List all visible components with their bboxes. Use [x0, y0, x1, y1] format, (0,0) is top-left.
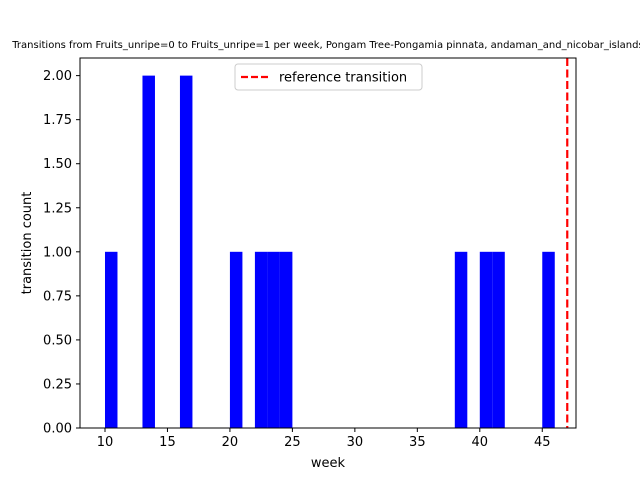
x-axis-label: week: [311, 456, 346, 471]
y-tick-label: 1.75: [43, 113, 72, 128]
y-tick-label: 1.25: [43, 201, 72, 216]
legend-box: [234, 63, 423, 91]
y-axis-ticks: 0.00 0.25 0.50 0.75 1.00 1.25 1.50 1.75 2.00: [43, 69, 80, 437]
x-tick-label: 10: [97, 435, 114, 450]
histogram-bar: [254, 251, 268, 428]
histogram-bar: [479, 251, 493, 428]
y-axis-label: transition count: [20, 192, 35, 295]
histogram-bar: [229, 251, 243, 428]
x-tick-label: 25: [284, 435, 301, 450]
histogram-bar: [454, 251, 468, 428]
y-tick-label: 0.25: [43, 377, 72, 392]
histogram-bar: [492, 251, 505, 428]
legend: reference transition: [234, 63, 423, 91]
histogram-bar: [142, 75, 155, 428]
x-tick-label: 30: [347, 435, 364, 450]
histogram-bar: [542, 251, 555, 428]
chart-title: Transitions from Fruits_unripe=0 to Frui…: [11, 40, 640, 51]
y-tick-label: 2.00: [43, 69, 72, 84]
x-tick-label: 20: [222, 435, 239, 450]
y-tick-label: 1.00: [43, 245, 72, 260]
x-tick-label: 15: [159, 435, 176, 450]
histogram-bar: [104, 251, 118, 428]
x-tick-label: 45: [534, 435, 551, 450]
plot-area-frame: [79, 57, 577, 429]
x-tick-label: 40: [472, 435, 489, 450]
legend-label: reference transition: [279, 71, 407, 86]
x-tick-label: 35: [409, 435, 426, 450]
histogram-bar: [267, 251, 280, 428]
histogram-bar: [279, 251, 293, 428]
x-axis-ticks: 10 15 20 25 30 35 40 45: [97, 428, 551, 450]
y-tick-label: 0.00: [43, 422, 72, 437]
histogram-bar: [179, 75, 193, 428]
y-tick-label: 0.50: [43, 333, 72, 348]
y-tick-label: 1.50: [43, 157, 72, 172]
y-tick-label: 0.75: [43, 289, 72, 304]
bars: [104, 75, 555, 428]
